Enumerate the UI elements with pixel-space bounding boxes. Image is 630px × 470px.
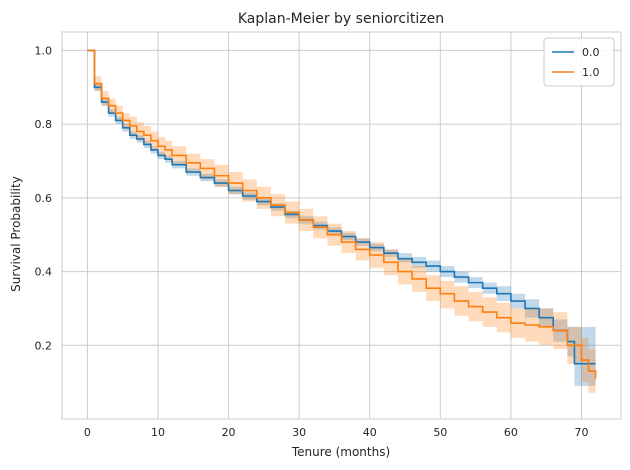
x-tick-label-3: 30 bbox=[292, 426, 306, 439]
x-tick-label-7: 70 bbox=[574, 426, 588, 439]
x-tick-label-4: 40 bbox=[363, 426, 377, 439]
x-tick-label-2: 20 bbox=[222, 426, 236, 439]
legend-label-1.0: 1.0 bbox=[582, 66, 600, 79]
survival-line-1.0 bbox=[87, 49, 597, 379]
x-tick-label-1: 10 bbox=[151, 426, 165, 439]
legend-label-0.0: 0.0 bbox=[582, 46, 600, 59]
plot-area: 0 10 20 30 40 50 60 70 0.2 0.4 0.6 0.8 1.0 0.0 1.0 bbox=[35, 31, 622, 439]
plot-frame bbox=[61, 31, 622, 420]
x-tick-label-0: 0 bbox=[84, 426, 91, 439]
x-axis-label: Tenure (months) bbox=[291, 445, 390, 459]
y-tick-label-0: 0.2 bbox=[35, 339, 53, 352]
chart-title: Kaplan-Meier by seniorcitizen bbox=[238, 11, 444, 27]
legend-box bbox=[543, 37, 615, 87]
x-tick-label-6: 60 bbox=[504, 426, 518, 439]
y-tick-label-4: 1.0 bbox=[35, 44, 53, 57]
y-tick-label-2: 0.6 bbox=[35, 192, 53, 205]
x-tick-label-5: 50 bbox=[433, 426, 447, 439]
y-tick-label-3: 0.8 bbox=[35, 118, 53, 131]
y-tick-label-1: 0.4 bbox=[35, 266, 53, 279]
y-axis-label: Survival Probability bbox=[9, 176, 23, 292]
ci-band-1.0 bbox=[87, 50, 596, 401]
